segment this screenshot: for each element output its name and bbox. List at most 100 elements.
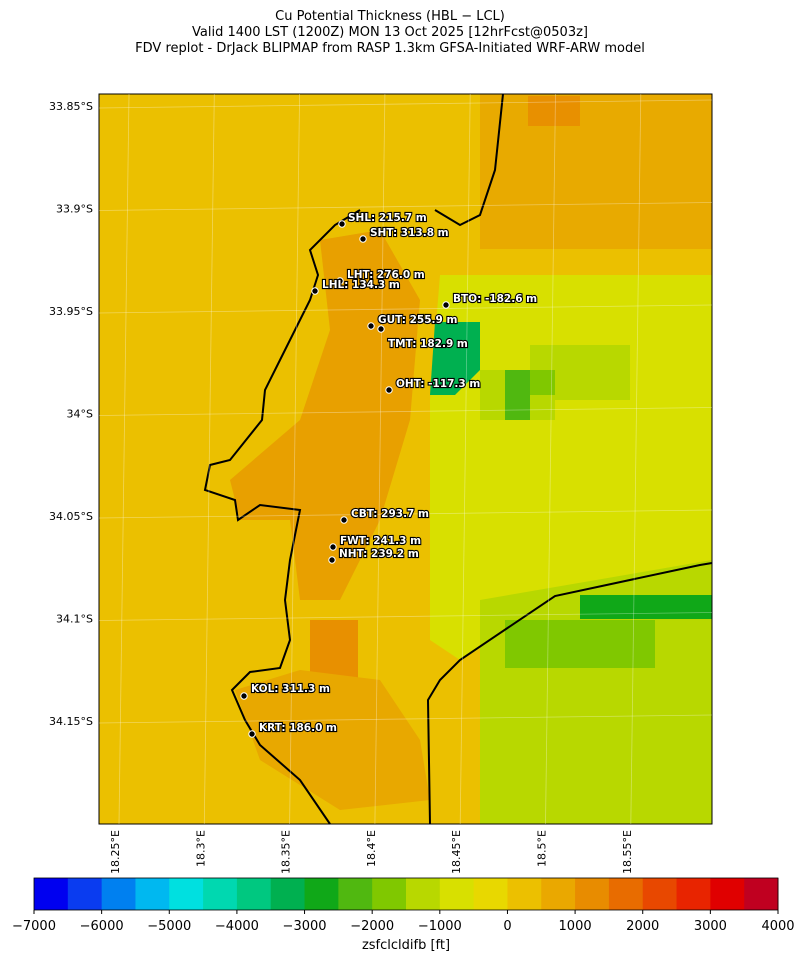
colorbar-tick-label: −1000 — [418, 919, 462, 934]
graticule — [203, 93, 215, 825]
colorbar-segment — [473, 878, 508, 910]
colorbar-segment — [236, 878, 272, 910]
map-region — [530, 370, 555, 395]
colorbar-segment — [34, 878, 69, 910]
station-label: LHT: 276.0 m — [347, 269, 425, 281]
colorbar-segment — [575, 878, 610, 910]
colorbar-tick-label: 3000 — [694, 919, 727, 934]
station-label: TMT: 182.9 m — [388, 338, 468, 350]
colorbar-label: zsfclcldifb [ft] — [362, 938, 450, 953]
graticule — [630, 93, 642, 825]
graticule — [98, 99, 713, 109]
map-region — [528, 96, 580, 126]
lat-tick-label: 33.95°S — [49, 305, 93, 318]
colorbar-segment — [304, 878, 339, 910]
colorbar-tick-label: −7000 — [12, 919, 56, 934]
map-region — [580, 595, 712, 619]
colorbar-tick-label: 4000 — [761, 919, 794, 934]
colorbar-tick-label: −6000 — [80, 919, 124, 934]
station-label: BTO: -182.6 m — [453, 293, 537, 305]
graticule — [118, 93, 130, 825]
station-label: CBT: 293.7 m — [351, 508, 429, 520]
colorbar-tick-label: −4000 — [215, 919, 259, 934]
colorbar-segment — [676, 878, 711, 910]
title-line: FDV replot - DrJack BLIPMAP from RASP 1.… — [135, 41, 645, 56]
graticule — [98, 304, 713, 314]
station-label: KOL: 311.3 m — [251, 683, 330, 695]
lat-tick-label: 33.9°S — [56, 203, 93, 216]
colorbar-segment — [406, 878, 441, 910]
lat-tick-label: 33.85°S — [49, 100, 93, 113]
colorbar-segment — [203, 878, 238, 910]
map-region — [505, 370, 530, 420]
colorbar-segment — [101, 878, 136, 910]
station-marker — [338, 220, 346, 228]
station-marker — [385, 386, 393, 394]
station-label: SHT: 313.8 m — [370, 227, 449, 239]
colorbar-segment — [372, 878, 407, 910]
lon-tick-label: 18.25°E — [109, 830, 122, 874]
colorbar-segment — [135, 878, 170, 910]
title-line: Cu Potential Thickness (HBL − LCL) — [275, 9, 505, 24]
station-marker — [329, 543, 337, 551]
colorbar-segment — [710, 878, 745, 910]
lat-tick-label: 34.05°S — [49, 510, 93, 523]
colorbar-segment — [507, 878, 542, 910]
lon-tick-label: 18.55°E — [621, 830, 634, 874]
station-label: NHT: 239.2 m — [339, 548, 419, 560]
graticule — [459, 93, 471, 825]
station-marker — [336, 277, 344, 285]
coastline — [203, 93, 713, 825]
map-region — [430, 322, 480, 395]
station-label: FWT: 241.3 m — [340, 535, 421, 547]
station-marker — [367, 322, 375, 330]
map-region — [505, 620, 655, 668]
graticule — [98, 509, 713, 519]
station-label: GUT: 255.9 m — [378, 314, 457, 326]
graticule — [374, 93, 386, 825]
colorbar-tick-label: −3000 — [283, 919, 327, 934]
graticule — [98, 407, 713, 416]
lat-tick-label: 34.15°S — [49, 715, 93, 728]
colorbar-segment — [270, 878, 306, 910]
colorbar-segment — [67, 878, 103, 910]
colorbar-segment — [744, 878, 779, 910]
map-frame — [98, 93, 713, 825]
colorbar-tick-label: 1000 — [559, 919, 592, 934]
lon-tick-label: 18.4°E — [365, 830, 378, 867]
graticule — [545, 93, 556, 825]
station-marker — [240, 692, 248, 700]
colorbar-segment — [338, 878, 373, 910]
station-marker — [311, 287, 319, 295]
colorbar-segment — [169, 878, 204, 910]
station-marker — [328, 556, 336, 564]
graticule — [98, 612, 713, 621]
lon-tick-label: 18.35°E — [280, 830, 293, 874]
lon-tick-label: 18.3°E — [194, 830, 207, 867]
colorbar-segment — [642, 878, 678, 910]
station-label: LHL: 134.3 m — [322, 279, 400, 291]
station-label: SHL: 215.7 m — [348, 212, 427, 224]
station-marker — [359, 235, 367, 243]
lon-tick-label: 18.5°E — [536, 830, 549, 867]
station-marker — [377, 325, 385, 333]
title-line: Valid 1400 LST (1200Z) MON 13 Oct 2025 [… — [192, 25, 588, 40]
lat-tick-label: 34.1°S — [56, 613, 93, 626]
colorbar-tick-label: 0 — [503, 919, 511, 934]
graticule — [98, 202, 713, 211]
colorbar-segment — [608, 878, 644, 910]
station-label: KRT: 186.0 m — [259, 722, 337, 734]
colorbar-frame — [33, 877, 779, 911]
lon-tick-label: 18.45°E — [450, 830, 463, 874]
map — [98, 93, 713, 825]
graticule — [98, 714, 713, 724]
map-region — [480, 94, 712, 249]
colorbar-tick-label: −2000 — [350, 919, 394, 934]
station-marker — [442, 301, 450, 309]
colorbar-tick-label: 2000 — [626, 919, 659, 934]
colorbar-tick-label: −5000 — [147, 919, 191, 934]
station-marker — [340, 516, 348, 524]
station-label: OHT: -117.3 m — [396, 378, 480, 390]
map-region — [235, 670, 430, 810]
